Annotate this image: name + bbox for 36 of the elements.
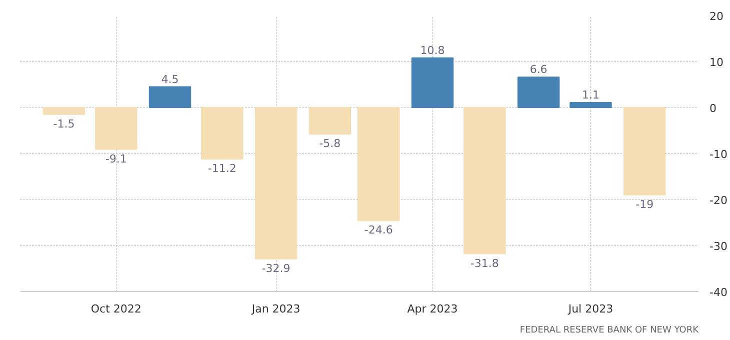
bar xyxy=(201,107,244,160)
x-tick-label: Apr 2023 xyxy=(407,302,458,316)
data-label: 4.5 xyxy=(161,72,179,86)
bar xyxy=(254,107,298,260)
bar xyxy=(517,76,560,108)
x-tick-label: Oct 2022 xyxy=(90,302,142,316)
y-tick-label: -20 xyxy=(710,194,728,207)
data-label: -1.5 xyxy=(53,117,75,130)
bar xyxy=(308,107,352,135)
bar xyxy=(358,107,400,222)
data-label: -9.1 xyxy=(105,152,127,166)
y-tick-label: -10 xyxy=(710,148,728,161)
data-label: -31.8 xyxy=(470,256,499,270)
data-label: -11.2 xyxy=(208,162,236,176)
bar xyxy=(623,107,666,196)
text: FEDERAL RESERVE BANK OF NEW YORK xyxy=(520,326,700,336)
bar xyxy=(411,57,454,108)
data-label: -19 xyxy=(636,198,654,211)
bar xyxy=(570,102,612,108)
bar xyxy=(42,107,86,115)
data-label: -24.6 xyxy=(364,224,393,237)
x-tick-label: Jul 2023 xyxy=(567,302,614,316)
data-label: 6.6 xyxy=(530,63,548,76)
y-tick-label: 20 xyxy=(710,10,724,23)
y-tick-label: -40 xyxy=(710,286,728,299)
y-tick-label: 0 xyxy=(710,102,716,115)
data-label: 1.1 xyxy=(582,88,600,102)
data-label: 10.8 xyxy=(420,44,445,57)
y-tick-label: -30 xyxy=(710,240,728,253)
y-tick-label: 10 xyxy=(710,56,724,69)
data-label: -5.8 xyxy=(319,137,341,150)
data-label: -32.9 xyxy=(262,262,290,275)
bar xyxy=(95,107,138,150)
bar xyxy=(148,86,192,108)
x-tick-label: Jan 2023 xyxy=(250,302,300,316)
bar xyxy=(464,107,506,254)
